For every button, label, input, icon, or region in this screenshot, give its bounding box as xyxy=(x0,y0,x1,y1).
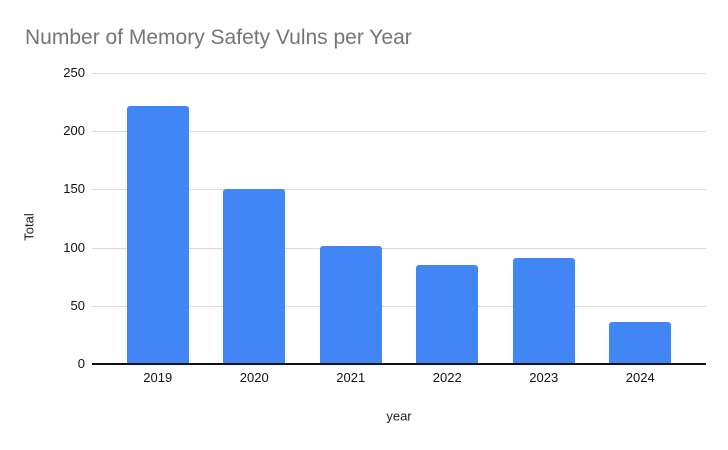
x-tick-label-2020: 2020 xyxy=(239,370,269,385)
gridline-250 xyxy=(92,73,706,74)
y-tick-label-150: 150 xyxy=(63,181,85,197)
gridline-100 xyxy=(92,247,706,249)
x-tick-label-2021: 2021 xyxy=(336,370,366,385)
bar-2021 xyxy=(319,246,382,364)
x-tick-label-2022: 2022 xyxy=(432,370,462,385)
y-axis-title: Total xyxy=(21,213,37,241)
x-axis-line xyxy=(92,363,706,365)
gridline-150 xyxy=(92,189,706,191)
y-tick-label-100: 100 xyxy=(63,239,85,255)
chart-title: Number of Memory Safety Vulns per Year xyxy=(25,26,412,49)
y-tick-label-250: 250 xyxy=(63,65,85,80)
bar-2019 xyxy=(126,105,189,364)
bar-2024 xyxy=(609,322,672,364)
plot-area xyxy=(92,73,706,365)
y-tick-label-50: 50 xyxy=(70,297,85,313)
y-tick-label-0: 0 xyxy=(77,356,85,371)
x-tick-label-2023: 2023 xyxy=(529,370,559,385)
x-tick-label-2024: 2024 xyxy=(625,370,655,385)
gridline-50 xyxy=(92,305,706,307)
y-tick-label-200: 200 xyxy=(63,123,85,139)
x-tick-label-2019: 2019 xyxy=(143,370,173,385)
bar-2023 xyxy=(512,258,575,364)
bar-2022 xyxy=(416,265,479,364)
x-axis-title: year xyxy=(386,408,412,424)
gridline-200 xyxy=(92,131,706,133)
bar-2020 xyxy=(223,189,286,364)
